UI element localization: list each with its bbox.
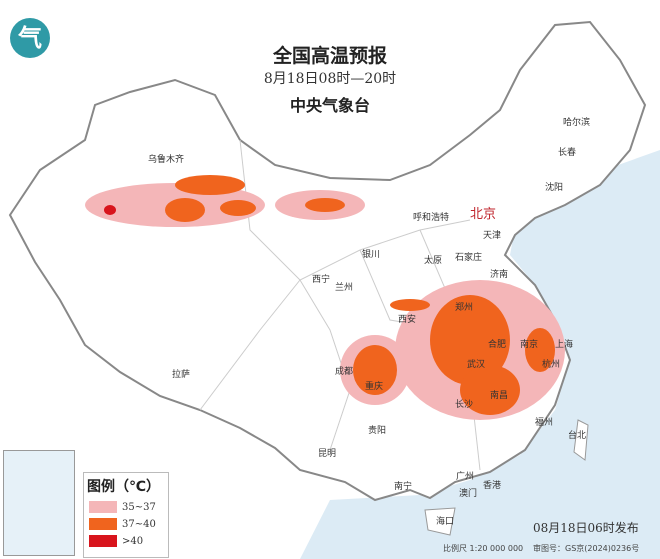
legend-label: 37~40 bbox=[122, 518, 156, 530]
heat-zone-37-40 bbox=[430, 295, 510, 385]
city-label: 西宁 bbox=[312, 275, 331, 285]
city-label: 广州 bbox=[456, 472, 475, 482]
map-approval-number: 审图号：GS京(2024)0236号 bbox=[533, 544, 640, 553]
legend-swatch bbox=[89, 518, 117, 530]
city-label: 福州 bbox=[535, 418, 554, 428]
city-label: 拉萨 bbox=[172, 370, 191, 380]
city-label: 南宁 bbox=[394, 482, 413, 492]
heat-zone-37-40 bbox=[305, 198, 345, 212]
city-label: 天津 bbox=[483, 231, 502, 241]
city-label: 南昌 bbox=[490, 391, 509, 401]
city-label: 贵阳 bbox=[368, 426, 387, 436]
sea-area bbox=[300, 150, 660, 559]
city-label: 武汉 bbox=[467, 360, 486, 370]
heat-zone-37-40 bbox=[220, 200, 256, 216]
map-title: 全国高温预报 bbox=[272, 45, 387, 67]
forecast-time-range: 8月18日08时—20时 bbox=[263, 71, 397, 87]
taiwan bbox=[573, 419, 589, 461]
legend-item: >40 bbox=[89, 535, 168, 547]
city-label: 台北 bbox=[568, 431, 587, 441]
city-label: 长春 bbox=[558, 148, 577, 158]
city-label: 银川 bbox=[362, 250, 381, 260]
city-label: 西安 bbox=[398, 315, 417, 325]
city-label: 呼和浩特 bbox=[413, 213, 450, 223]
city-label: 成都 bbox=[335, 367, 354, 377]
city-label: 太原 bbox=[424, 256, 443, 266]
heat-zone-over-40 bbox=[104, 205, 116, 215]
legend-label: 35~37 bbox=[122, 501, 156, 513]
hainan bbox=[424, 507, 456, 536]
city-label: 昆明 bbox=[318, 449, 337, 459]
city-label: 兰州 bbox=[335, 283, 354, 293]
city-label: 乌鲁木齐 bbox=[148, 155, 185, 165]
province-borders bbox=[199, 139, 521, 471]
legend-title: 图例（℃） bbox=[87, 479, 160, 495]
heat-zone-37-40 bbox=[165, 198, 205, 222]
map-scale: 比例尺 1:20 000 000 bbox=[443, 544, 524, 553]
legend-item: 35~37 bbox=[89, 501, 168, 513]
city-label: 北京 bbox=[470, 207, 497, 222]
city-label: 长沙 bbox=[455, 400, 474, 410]
issue-time: 08月18日06时发布 bbox=[533, 521, 639, 535]
city-label: 沈阳 bbox=[545, 183, 564, 193]
legend-label: >40 bbox=[122, 535, 144, 547]
cma-logo: 气 bbox=[10, 18, 50, 58]
city-label: 澳门 bbox=[459, 489, 478, 499]
heat-zone-37-40 bbox=[460, 365, 520, 415]
heat-zone-37-40 bbox=[390, 299, 430, 311]
issuer: 中央气象台 bbox=[289, 96, 370, 115]
city-label: 郑州 bbox=[455, 303, 474, 313]
heat-zone-37-40 bbox=[525, 328, 555, 372]
city-label: 上海 bbox=[555, 340, 574, 350]
legend-swatch bbox=[89, 501, 117, 513]
legend: 图例（℃） 35~37 37~40 >40 bbox=[83, 472, 169, 558]
heat-areas bbox=[85, 175, 565, 420]
city-label: 哈尔滨 bbox=[563, 118, 591, 128]
city-label: 杭州 bbox=[542, 360, 561, 370]
city-label: 石家庄 bbox=[455, 253, 483, 263]
city-label: 重庆 bbox=[365, 382, 384, 392]
city-label: 济南 bbox=[490, 270, 509, 280]
south-china-sea-inset bbox=[3, 450, 75, 556]
legend-item: 37~40 bbox=[89, 518, 168, 530]
city-label: 海口 bbox=[436, 517, 455, 527]
legend-swatch bbox=[89, 535, 117, 547]
city-label: 南京 bbox=[520, 340, 539, 350]
city-label: 香港 bbox=[483, 481, 502, 491]
city-label: 合肥 bbox=[488, 340, 507, 350]
heat-zone-37-40 bbox=[175, 175, 245, 195]
heat-zone-37-40 bbox=[353, 345, 397, 395]
